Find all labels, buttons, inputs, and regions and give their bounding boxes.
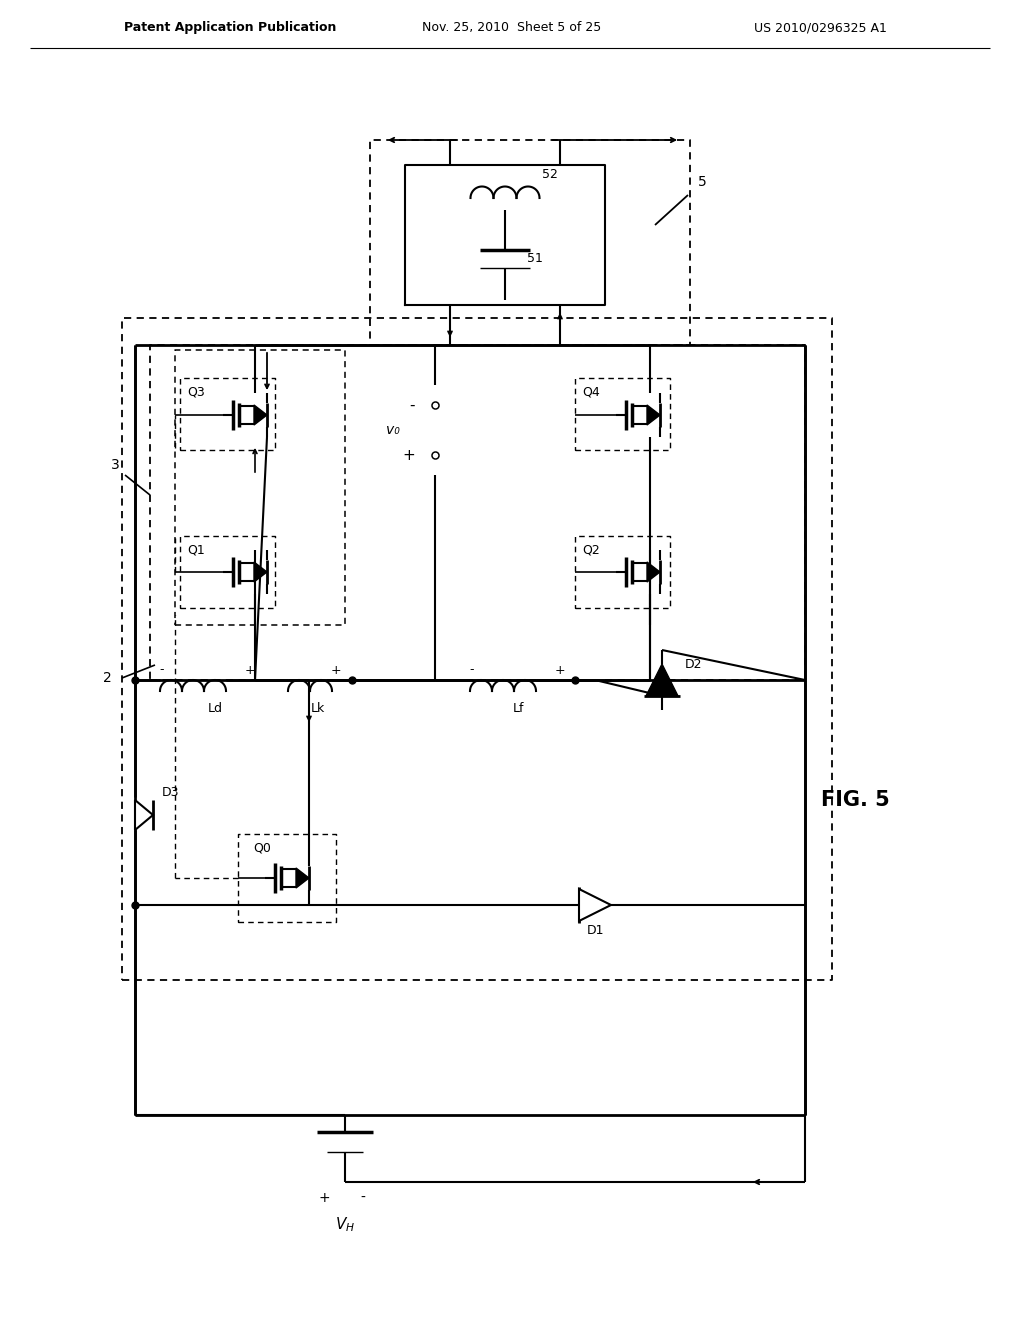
Text: Nov. 25, 2010  Sheet 5 of 25: Nov. 25, 2010 Sheet 5 of 25	[422, 21, 602, 34]
Polygon shape	[254, 405, 267, 425]
Text: -: -	[410, 397, 415, 412]
Text: Q3: Q3	[187, 385, 205, 399]
Text: 5: 5	[697, 176, 707, 189]
Text: $V_H$: $V_H$	[335, 1216, 355, 1234]
Text: D2: D2	[685, 659, 702, 672]
Text: +: +	[402, 447, 415, 462]
Text: Q1: Q1	[187, 544, 205, 557]
Text: Lk: Lk	[311, 701, 326, 714]
Text: 52: 52	[542, 169, 558, 181]
Polygon shape	[296, 869, 309, 888]
Text: Q2: Q2	[582, 544, 600, 557]
Text: US 2010/0296325 A1: US 2010/0296325 A1	[754, 21, 887, 34]
Polygon shape	[647, 562, 660, 582]
Text: 51: 51	[527, 252, 543, 264]
Polygon shape	[254, 562, 267, 582]
Text: Q0: Q0	[253, 842, 271, 854]
Polygon shape	[646, 664, 678, 696]
Text: D1: D1	[587, 924, 604, 936]
Polygon shape	[579, 888, 611, 921]
Text: v₀: v₀	[386, 422, 400, 437]
Text: +: +	[555, 664, 565, 676]
Polygon shape	[647, 405, 660, 425]
Text: D3: D3	[162, 785, 179, 799]
Text: +: +	[331, 664, 341, 676]
Text: Ld: Ld	[208, 701, 222, 714]
Text: Q4: Q4	[582, 385, 600, 399]
Text: 2: 2	[103, 671, 112, 685]
Text: -: -	[160, 664, 164, 676]
Text: Lf: Lf	[512, 701, 523, 714]
Text: FIG. 5: FIG. 5	[820, 789, 890, 810]
Polygon shape	[135, 800, 153, 830]
Text: -: -	[360, 1191, 365, 1205]
Text: Patent Application Publication: Patent Application Publication	[124, 21, 336, 34]
Text: 3: 3	[111, 458, 120, 473]
Text: +: +	[318, 1191, 330, 1205]
Text: -: -	[470, 664, 474, 676]
Text: +: +	[245, 664, 255, 676]
